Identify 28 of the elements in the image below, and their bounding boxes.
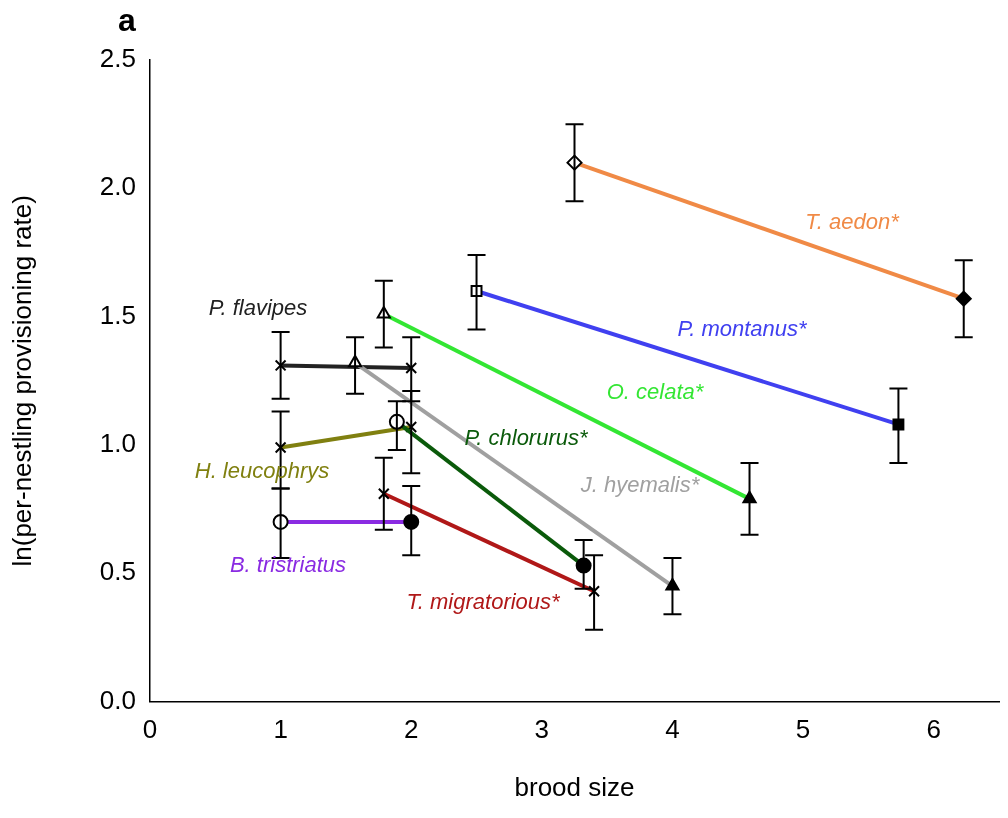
x-tick-label: 3 — [534, 714, 550, 745]
x-axis-title: brood size — [514, 771, 635, 802]
series-label: T. aedon* — [805, 209, 901, 235]
y-tick-label: 1.5 — [99, 299, 136, 330]
x-tick-label: 4 — [665, 714, 680, 745]
point — [588, 585, 601, 598]
point — [405, 362, 418, 374]
y-tick-label: 0.5 — [99, 556, 136, 587]
x-tick-label: 1 — [273, 714, 288, 745]
series-label: P. montanus* — [677, 316, 809, 342]
y-axis-title: ln(per-nestling provisioning rate) — [6, 195, 37, 567]
text: P. flavipes — [208, 295, 308, 321]
point — [274, 441, 287, 454]
x-tick-label: 2 — [404, 714, 419, 745]
series-label: B. tristriatus — [229, 552, 347, 578]
y-tick-label: 2.0 — [99, 171, 136, 202]
point — [405, 421, 418, 433]
y-tick-label: 2.5 — [99, 43, 136, 74]
x-tick-label: 0 — [142, 714, 158, 745]
series-label: P. chlorurus* — [464, 425, 589, 451]
x-tick-label: 5 — [795, 714, 811, 745]
series-label: T. migratorious* — [406, 589, 562, 615]
y-tick-label: 0.0 — [99, 684, 136, 715]
series-label: J. hyemalis* — [579, 472, 701, 498]
x-tick-label: 6 — [926, 714, 941, 745]
series-label: O. celata* — [606, 379, 705, 405]
text: a — [118, 1, 136, 38]
y-tick-label: 1.0 — [99, 428, 136, 459]
